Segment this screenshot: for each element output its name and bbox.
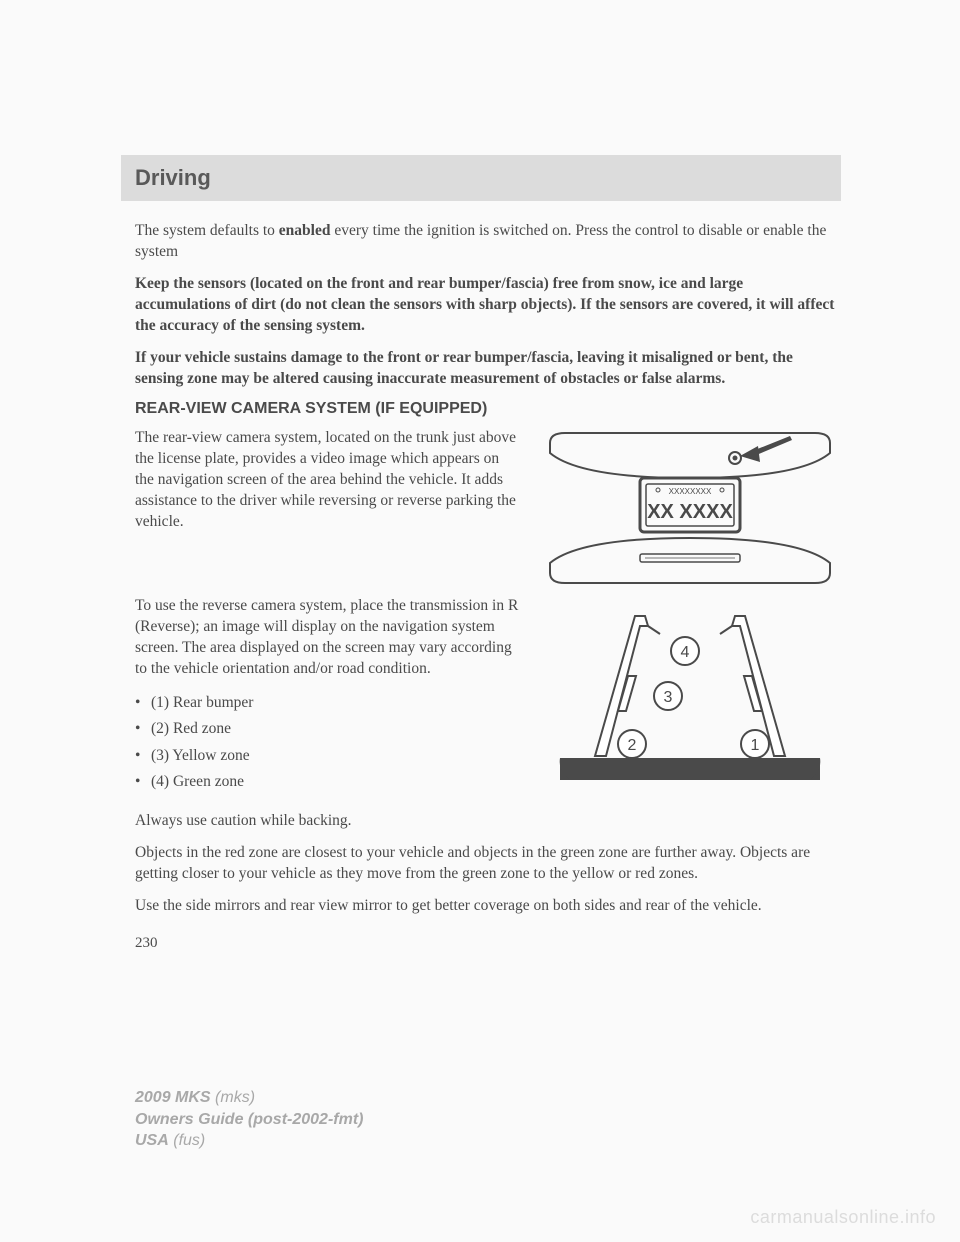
camera-description-block: The rear-view camera system, located on … <box>135 428 840 588</box>
list-item: (1) Rear bumper <box>135 691 520 714</box>
section-title: Driving <box>135 165 827 191</box>
paragraph-sensors: Keep the sensors (located on the front a… <box>135 274 840 337</box>
zone-label-2: 2 <box>628 737 637 754</box>
zone-label-1: 1 <box>751 737 760 754</box>
paragraph-defaults: The system defaults to enabled every tim… <box>135 221 840 263</box>
footer-model: 2009 MKS <box>135 1089 211 1106</box>
text-enabled: enabled <box>279 222 331 239</box>
footer-region-code: (fus) <box>173 1132 205 1149</box>
paragraph-mirrors: Use the side mirrors and rear view mirro… <box>135 896 840 917</box>
list-item: (4) Green zone <box>135 770 520 793</box>
footer-model-code: (mks) <box>215 1089 255 1106</box>
paragraph-camera-location: The rear-view camera system, located on … <box>135 428 520 533</box>
page-number: 230 <box>135 935 840 952</box>
subsection-title: REAR-VIEW CAMERA SYSTEM (IF EQUIPPED) <box>135 400 840 418</box>
zone-diagram: 1 2 3 4 <box>540 596 840 803</box>
footer-guide: Owners Guide (post-2002-fmt) <box>135 1109 363 1131</box>
list-item: (2) Red zone <box>135 717 520 740</box>
footer-region: USA <box>135 1132 169 1149</box>
paragraph-zones: Objects in the red zone are closest to y… <box>135 843 840 885</box>
license-plate-diagram: XXXXXXXX XX XXXX <box>540 428 840 588</box>
text-span: The system defaults to <box>135 222 279 239</box>
manual-page: Driving The system defaults to enabled e… <box>0 0 960 952</box>
zone-label-4: 4 <box>681 644 690 661</box>
list-item: (3) Yellow zone <box>135 744 520 767</box>
plate-top-text: XXXXXXXX <box>669 487 712 496</box>
watermark: carmanualsonline.info <box>750 1207 936 1228</box>
paragraph-camera-usage: To use the reverse camera system, place … <box>135 596 520 680</box>
paragraph-damage: If your vehicle sustains damage to the f… <box>135 348 840 390</box>
plate-main-text: XX XXXX <box>647 501 733 523</box>
paragraph-caution: Always use caution while backing. <box>135 811 840 832</box>
zone-label-3: 3 <box>664 689 673 706</box>
camera-usage-block: To use the reverse camera system, place … <box>135 596 840 803</box>
zone-list: (1) Rear bumper (2) Red zone (3) Yellow … <box>135 691 520 793</box>
footer: 2009 MKS (mks) Owners Guide (post-2002-f… <box>135 1087 363 1152</box>
section-header: Driving <box>121 155 841 201</box>
